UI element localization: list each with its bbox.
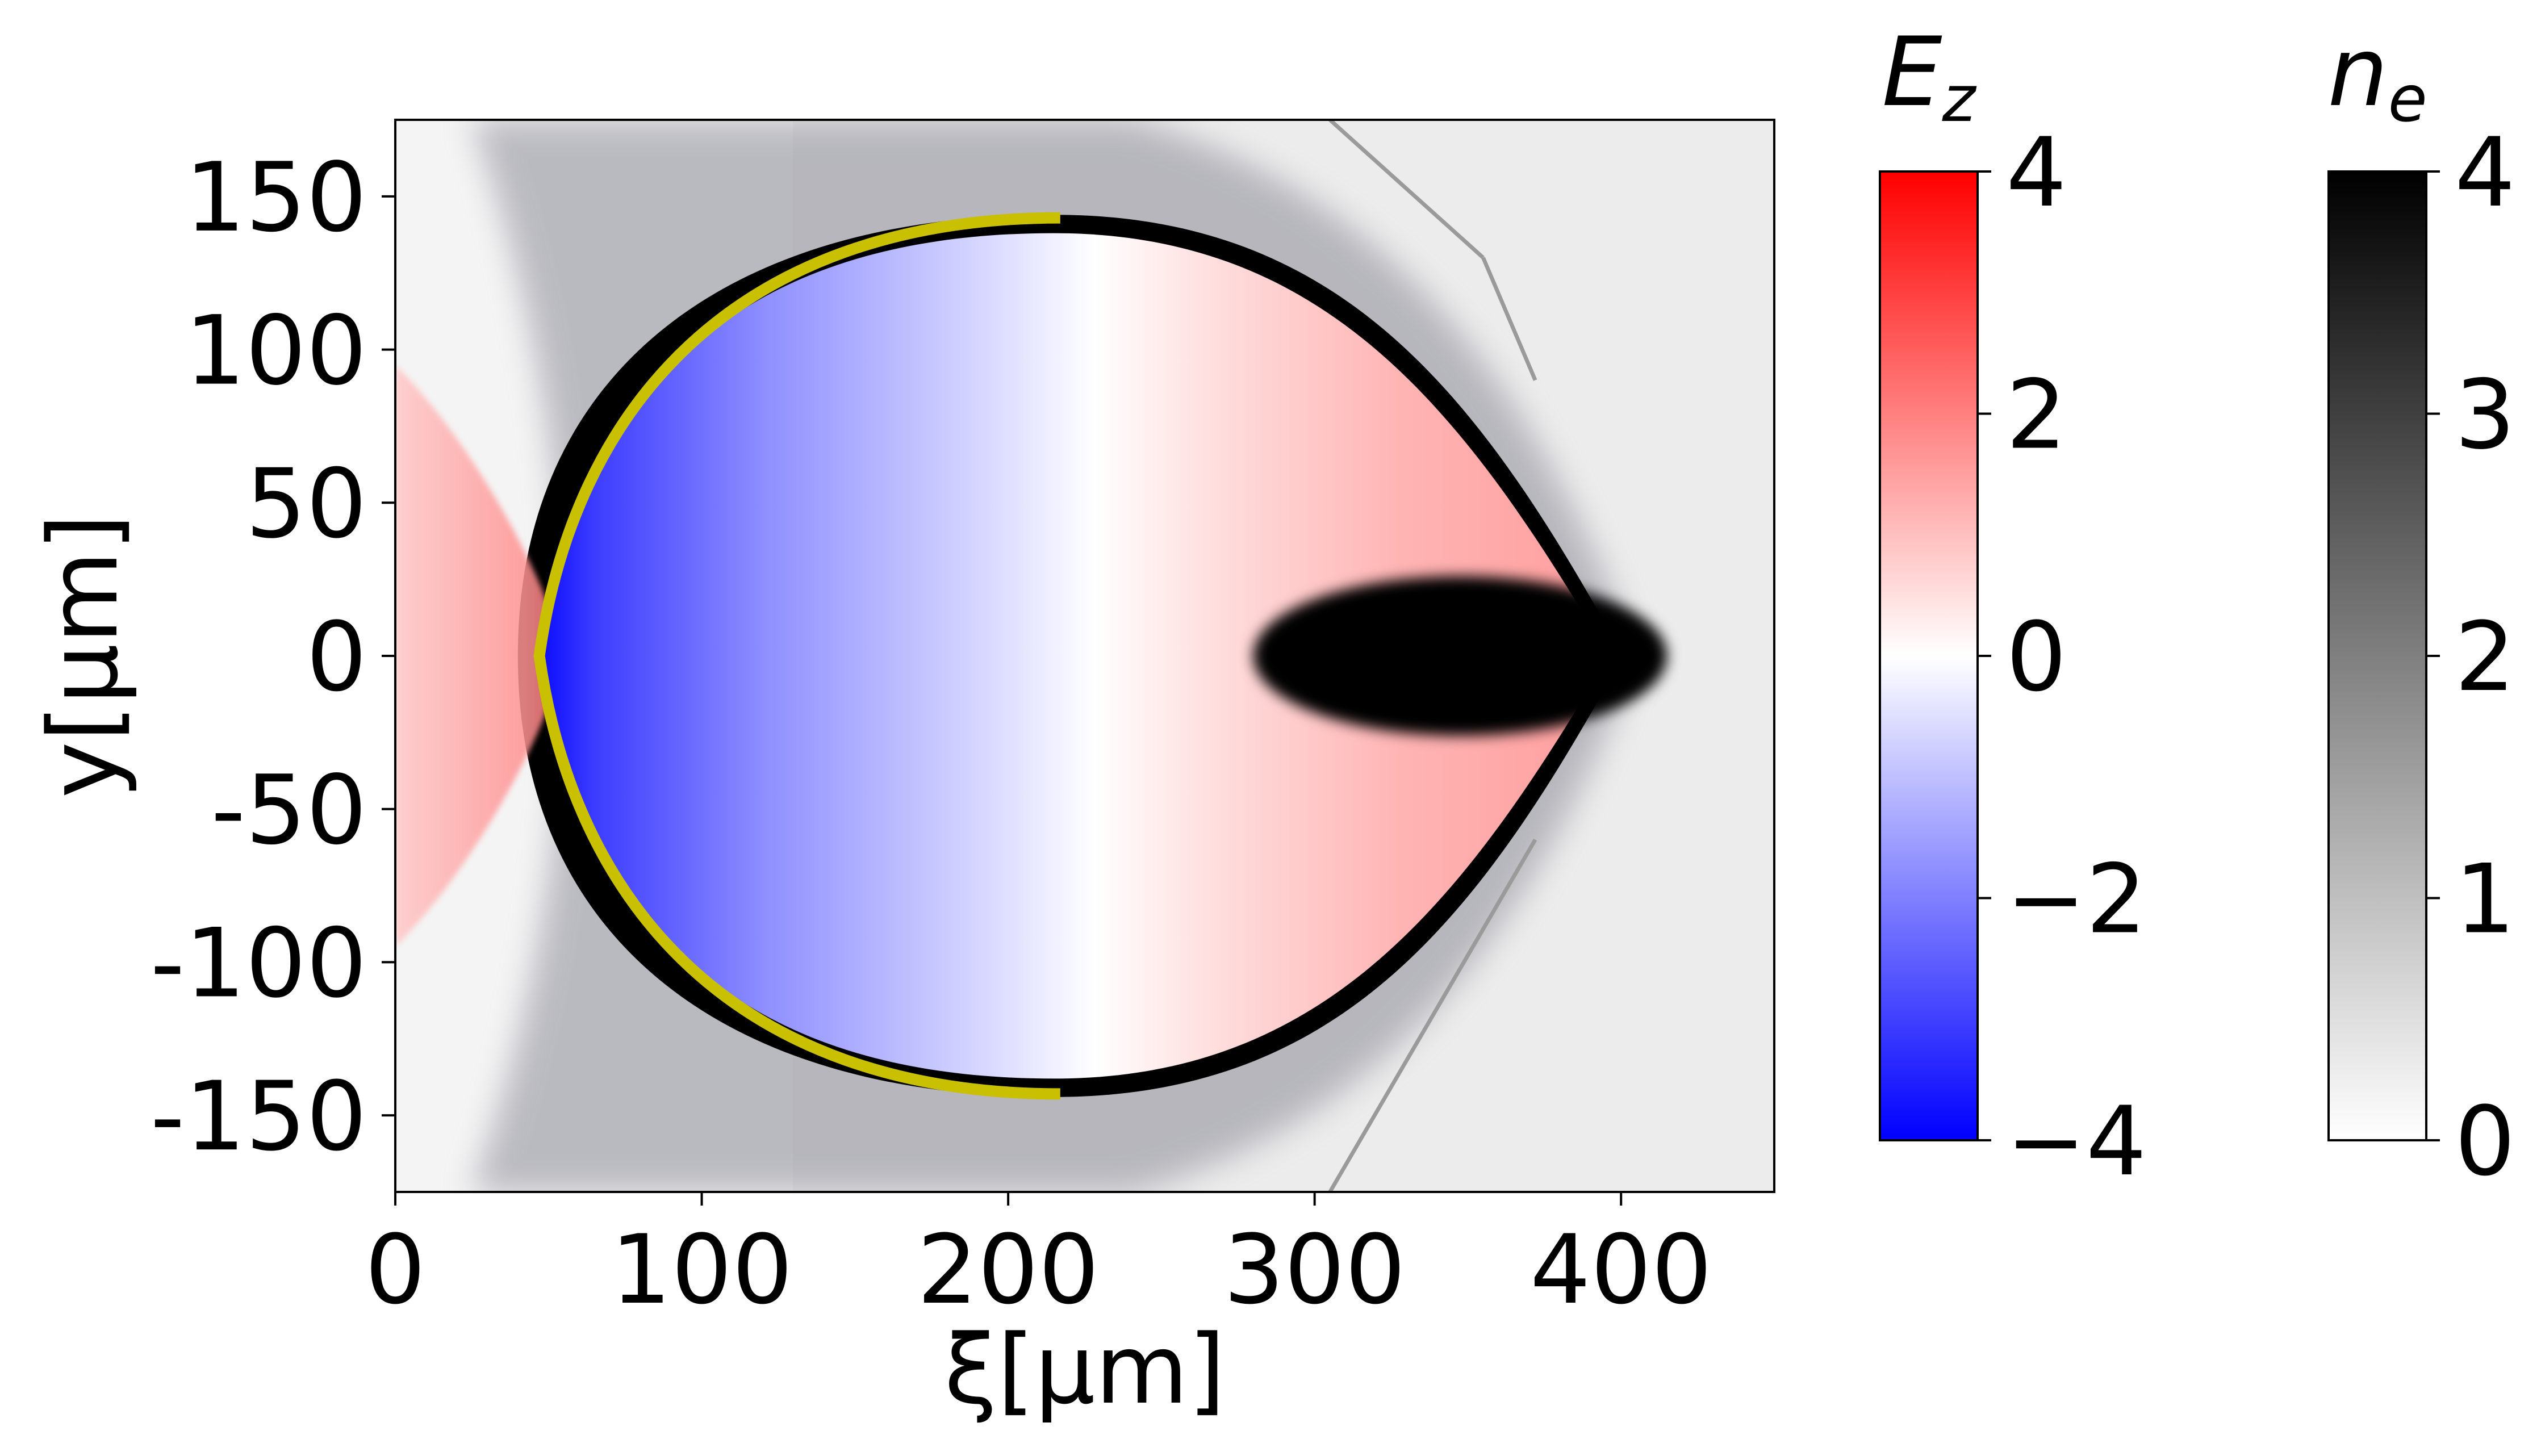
y-tick-label: 150 bbox=[185, 142, 367, 253]
colorbar-ne-title: ne bbox=[2327, 16, 2427, 136]
Ez-colorbar-tick-label: 2 bbox=[2006, 359, 2067, 471]
ne-colorbar-tick-label: 0 bbox=[2455, 1086, 2515, 1197]
Ez-colorbar-tick-label: 4 bbox=[2006, 117, 2067, 228]
x-axis: 0 100 200 300 400 bbox=[365, 1192, 1712, 1325]
ne-colorbar-tick-label: 1 bbox=[2455, 844, 2515, 955]
shock-line-upper-mid bbox=[1481, 257, 1537, 381]
shock-line bbox=[1328, 120, 1485, 260]
ne-colorbar-tick-label: 4 bbox=[2455, 117, 2515, 228]
y-axis: 150 100 50 0 -50 -100 -150 bbox=[151, 142, 395, 1172]
colorbar-ne-ticks: 4 3 2 1 0 bbox=[2426, 117, 2515, 1197]
y-tick-label: -100 bbox=[151, 907, 367, 1019]
x-tick-label: 200 bbox=[917, 1214, 1100, 1325]
ne-colorbar-tick-label: 2 bbox=[2455, 601, 2515, 713]
bubble-field bbox=[539, 233, 1591, 1079]
overlay-arc bbox=[533, 212, 1060, 1100]
Ez-colorbar-tick-label: −4 bbox=[2006, 1086, 2147, 1197]
y-axis-label: y[μm] bbox=[28, 513, 139, 798]
y-tick-label: -150 bbox=[151, 1061, 367, 1172]
y-tick-label: 100 bbox=[185, 295, 367, 407]
colorbar-ez-ticks: 4 2 0 −2 −4 bbox=[1978, 117, 2147, 1197]
heatmap-plot bbox=[395, 120, 1774, 1192]
y-tick-label: 0 bbox=[306, 601, 367, 713]
Ez-colorbar-tick-label: −2 bbox=[2006, 844, 2147, 955]
colorbar-ne-gradient bbox=[2327, 170, 2427, 1141]
electron-bunch bbox=[1253, 576, 1667, 736]
x-axis-label: ξ[μm] bbox=[944, 1314, 1225, 1425]
x-tick-label: 0 bbox=[365, 1214, 426, 1325]
shock-line-lower bbox=[1328, 838, 1537, 1192]
y-tick-label: 50 bbox=[245, 448, 367, 559]
x-tick-label: 100 bbox=[611, 1214, 793, 1325]
laser-region bbox=[395, 365, 564, 947]
y-tick-label: -50 bbox=[211, 755, 367, 866]
colorbar-ne: 4 3 2 1 0 ne bbox=[2327, 16, 2515, 1197]
ne-colorbar-tick-label: 3 bbox=[2455, 359, 2515, 471]
colorbar-ez: 4 2 0 −2 −4 Ez bbox=[1879, 16, 2147, 1197]
x-tick-label: 400 bbox=[1530, 1214, 1712, 1325]
x-tick-label: 300 bbox=[1223, 1214, 1406, 1325]
Ez-colorbar-tick-label: 0 bbox=[2006, 601, 2067, 713]
colorbar-ez-gradient bbox=[1879, 170, 1979, 1141]
colorbar-ez-title: Ez bbox=[1882, 16, 1977, 136]
